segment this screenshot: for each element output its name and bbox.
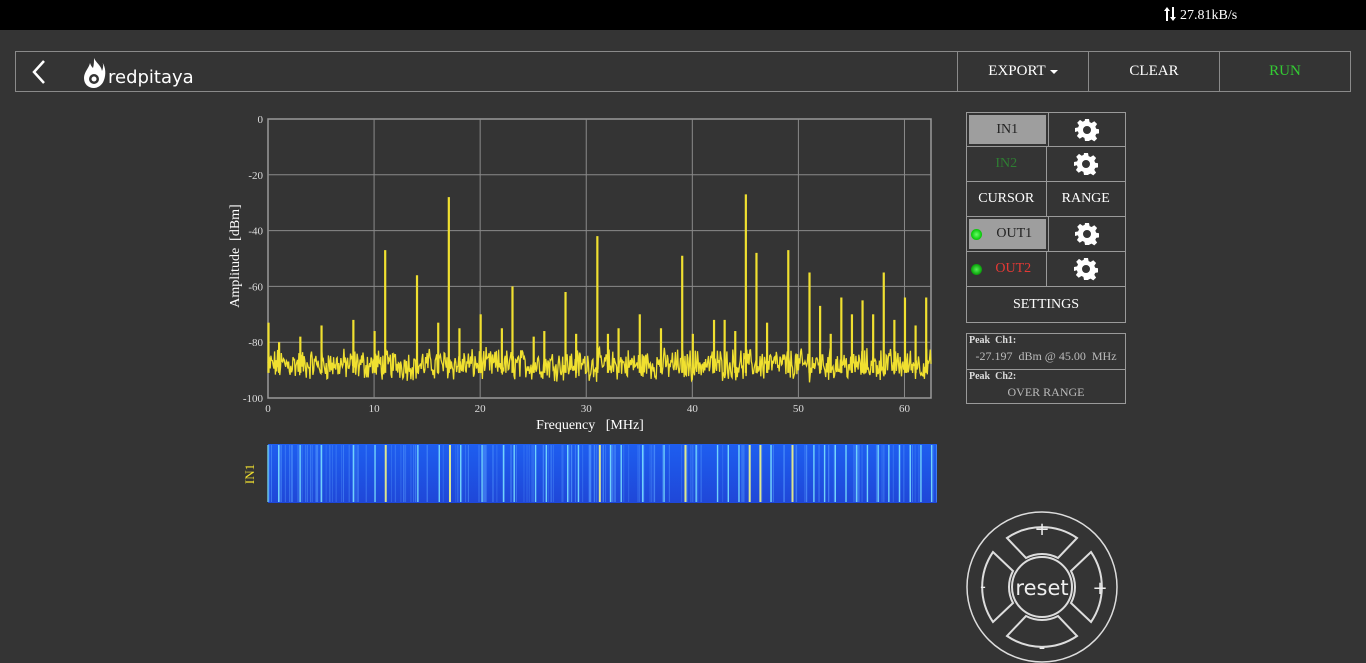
in1-settings-button[interactable]	[1047, 113, 1126, 146]
x-axis-label: Frequency [MHz]	[536, 418, 644, 433]
dpad-left-button[interactable]	[981, 550, 1015, 624]
peak-ch1-value: -27.197 dBm @ 45.00 MHz	[975, 349, 1117, 363]
clear-button[interactable]: CLEAR	[1088, 52, 1219, 91]
peak-ch2: Peak Ch2: OVER RANGE	[967, 369, 1125, 404]
peak-ch1-label: Peak Ch1:	[969, 335, 1017, 346]
gear-icon	[1074, 223, 1099, 246]
x-tick-label: 40	[687, 403, 699, 415]
export-button[interactable]: EXPORT	[957, 52, 1088, 91]
redpitaya-logo: redpitaya	[82, 56, 194, 90]
peak-readout: Peak Ch1: -27.197 dBm @ 45.00 MHz Peak C…	[966, 333, 1126, 404]
gear-icon	[1073, 258, 1098, 281]
channel-control-panel: IN1 IN2 CURSOR RANGE OUT1 OUT2 SETTINGS	[966, 112, 1126, 323]
dpad-left-label: -	[980, 577, 986, 596]
out2-label: OUT2	[995, 261, 1032, 276]
reset-button[interactable]	[1011, 556, 1073, 618]
back-button[interactable]	[24, 57, 54, 87]
waterfall-channel-label: IN1	[242, 464, 257, 484]
peak-ch2-label: Peak Ch2:	[969, 371, 1017, 382]
y-tick-label: -100	[243, 393, 264, 405]
x-tick-label: 10	[369, 403, 381, 415]
network-speed-text: 27.81kB/s	[1180, 8, 1238, 23]
chart-ticks: 0 10 20 30 40 50 60 0 -20 -40 -60 -80 -100	[243, 114, 911, 415]
y-tick-label: -20	[248, 170, 263, 182]
dpad-down-label: -	[1039, 637, 1046, 658]
peak-ch2-value: OVER RANGE	[1007, 385, 1085, 399]
spectrum-chart[interactable]: 0 10 20 30 40 50 60 0 -20 -40 -60 -80 -100 Frequency…	[220, 112, 940, 437]
out1-led-icon	[971, 229, 982, 240]
flame-logo-icon	[84, 58, 106, 88]
logo-text: redpitaya	[108, 66, 194, 88]
out2-row: OUT2	[966, 252, 1126, 287]
out1-button[interactable]: OUT1	[969, 219, 1046, 249]
x-tick-label: 60	[899, 403, 911, 415]
zoom-dpad: reset + - - +	[966, 511, 1118, 663]
in1-button[interactable]: IN1	[969, 115, 1046, 144]
out1-row: OUT1	[966, 217, 1126, 252]
waterfall-display[interactable]: IN1	[238, 443, 938, 505]
range-button[interactable]: RANGE	[1045, 182, 1126, 216]
dpad-right-label: +	[1092, 578, 1107, 599]
reset-label: reset	[1015, 576, 1068, 600]
x-tick-label: 20	[475, 403, 487, 415]
in2-button[interactable]: IN2	[995, 156, 1018, 171]
toolbar: redpitaya EXPORT CLEAR RUN	[15, 51, 1351, 92]
x-tick-label: 0	[265, 403, 271, 415]
out2-button[interactable]: OUT2	[967, 252, 1046, 286]
y-tick-label: -40	[248, 226, 263, 238]
status-bar: 27.81kB/s	[0, 0, 1366, 30]
plot-frame	[267, 118, 932, 399]
caret-down-icon	[1049, 69, 1058, 74]
waterfall-lines	[267, 445, 938, 502]
y-tick-label: -80	[248, 337, 263, 349]
dpad-up-label: +	[1034, 519, 1049, 540]
in1-row: IN1	[966, 112, 1126, 147]
cursor-range-row: CURSOR RANGE	[966, 182, 1126, 217]
x-tick-label: 50	[793, 403, 805, 415]
export-label: EXPORT	[988, 63, 1046, 79]
gear-icon	[1073, 153, 1098, 176]
in2-row: IN2	[966, 147, 1126, 182]
run-button[interactable]: RUN	[1219, 52, 1350, 91]
dpad-up-button[interactable]	[1005, 526, 1079, 560]
out2-led-icon	[971, 264, 982, 275]
dpad-right-button[interactable]	[1069, 550, 1103, 624]
waterfall-background	[268, 444, 937, 503]
y-axis-label: Amplitude [dBm]	[228, 204, 243, 307]
updown-arrows-icon	[1163, 6, 1177, 27]
dpad-down-button[interactable]	[1005, 614, 1079, 648]
out1-settings-button[interactable]	[1047, 217, 1126, 251]
spectrum-peaks	[267, 194, 928, 373]
cursor-button[interactable]: CURSOR	[978, 191, 1035, 206]
settings-button[interactable]: SETTINGS	[966, 287, 1126, 323]
chevron-left-icon	[32, 60, 45, 84]
in2-settings-button[interactable]	[1045, 147, 1126, 181]
out1-label: OUT1	[996, 226, 1033, 241]
network-speed: 27.81kB/s	[1163, 6, 1238, 27]
y-tick-label: -60	[248, 281, 263, 293]
peak-ch1: Peak Ch1: -27.197 dBm @ 45.00 MHz	[967, 334, 1125, 369]
gear-icon	[1074, 118, 1099, 141]
out2-settings-button[interactable]	[1045, 252, 1126, 286]
x-tick-label: 30	[581, 403, 593, 415]
y-tick-label: 0	[258, 114, 264, 126]
